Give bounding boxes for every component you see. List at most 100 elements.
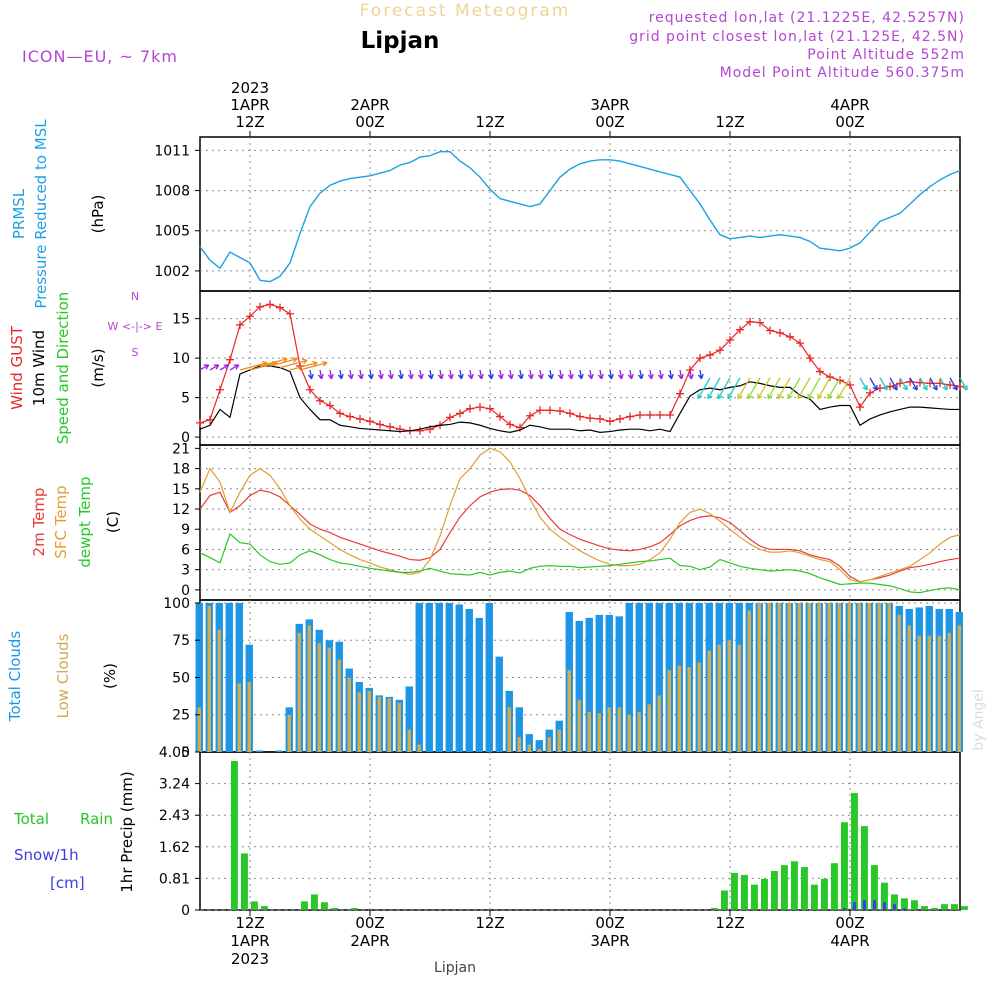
total-rain-label-1: Total (13, 810, 49, 828)
wind-arrow-head (233, 364, 240, 370)
low-cloud-bar (417, 744, 421, 752)
wind-arrow (429, 369, 433, 379)
wind-arrow-head (377, 373, 384, 380)
rain-bar (251, 901, 258, 910)
low-cloud-bar (347, 677, 351, 752)
wind-arrow (199, 364, 209, 371)
gust-marker (786, 332, 794, 341)
wind-arrow-head (437, 373, 444, 380)
rain-bar (951, 904, 958, 910)
gust-marker (256, 302, 264, 311)
wind-arrow-head (777, 393, 783, 400)
wind-arrow-head (707, 393, 713, 400)
wind-arrow (279, 359, 308, 369)
location-title: Lipjan (361, 28, 440, 54)
gust-marker (356, 414, 364, 423)
top-time-label: 2APR (350, 96, 389, 114)
total-cloud-bar (275, 750, 283, 752)
pressure-unit: (hPa) (89, 195, 107, 234)
low-cloud-bar (647, 704, 651, 752)
wind-arrow-head (952, 384, 958, 391)
rain-bar (231, 760, 238, 910)
low-cloud-bar (197, 707, 201, 752)
rain-bar (901, 898, 908, 910)
gust-marker (626, 412, 634, 421)
total-cloud-bar (255, 750, 263, 752)
low-cloud-bar (217, 629, 221, 752)
gust-marker (946, 380, 954, 389)
gust-marker (676, 389, 684, 398)
gust-marker (666, 410, 674, 419)
rain-bar (881, 882, 888, 910)
low-cloud-bar (307, 625, 311, 752)
wind-arrow (339, 369, 343, 379)
total-cloud-bar (515, 707, 523, 752)
wind-arrow-head (627, 373, 634, 380)
wind-arrow (399, 369, 403, 379)
total-cloud-bar (635, 602, 643, 752)
wind-arrow (519, 369, 523, 379)
wind-arrow (707, 377, 721, 399)
wind-arrow (259, 358, 288, 367)
gust-marker (556, 407, 564, 416)
wind-arrow (807, 377, 821, 399)
wind-arrow-head (203, 364, 210, 370)
gust-marker (276, 303, 284, 312)
bottom-time-label: 1APR (230, 932, 269, 950)
y-tick-label: 18 (172, 462, 190, 478)
wind-arrow (549, 369, 553, 379)
wind-arrow-head (547, 373, 554, 380)
wind-arrow (817, 377, 831, 399)
y-tick-label: 0 (181, 583, 190, 599)
rain-bar (931, 908, 938, 910)
wind-arrow-head (787, 393, 793, 400)
wind10m-title: 10m Wind (30, 330, 48, 406)
point-altitude: Point Altitude 552m (807, 47, 965, 63)
low-cloud-bar (517, 737, 521, 752)
wind-arrow (319, 369, 323, 379)
snow-bar (862, 900, 866, 910)
y-tick-label: 0.81 (159, 871, 190, 887)
wind-arrow-head (367, 373, 374, 380)
gust-marker (726, 335, 734, 344)
low-cloud-bar (287, 714, 291, 752)
y-tick-label: 15 (172, 312, 190, 328)
wind-arrow-head (862, 384, 868, 391)
top-time-label: 4APR (830, 96, 869, 114)
t2m-line (199, 488, 961, 583)
wind-arrow-head (882, 384, 888, 391)
low-cloud-bar (207, 605, 211, 752)
wind-arrow (589, 369, 593, 379)
low-cloud-bar (717, 644, 721, 752)
gust-marker (646, 410, 654, 419)
total-cloud-bar (225, 602, 233, 752)
wind-arrow (777, 377, 791, 399)
gust-marker (856, 403, 864, 412)
top-time-label: 2023 (231, 79, 269, 97)
low-cloud-bar (667, 670, 671, 752)
low-cloud-bar (637, 711, 641, 752)
top-time-label: 12Z (715, 113, 744, 131)
y-tick-label: 3 (181, 563, 190, 579)
wind-arrow-head (567, 373, 574, 380)
rain-bar (761, 878, 768, 910)
y-tick-label: 0 (181, 745, 190, 761)
wind-arrow (629, 369, 633, 379)
rain-bar (741, 874, 748, 910)
total-cloud-bar (525, 734, 533, 752)
wind-arrow-head (767, 393, 773, 400)
total-cloud-bar (535, 740, 543, 752)
rain-bar (831, 863, 838, 910)
gust-marker (766, 326, 774, 335)
wind-arrow-head (213, 364, 220, 370)
wind-arrow-head (747, 393, 753, 400)
gust-marker (846, 380, 854, 389)
gust-marker (266, 300, 274, 309)
low-cloud-bar (807, 602, 811, 752)
gust-marker (836, 376, 844, 385)
rain-bar (871, 865, 878, 910)
bottom-time-label: 00Z (355, 914, 384, 932)
gust-marker (416, 426, 424, 435)
low-cloud-bar (357, 692, 361, 752)
wind-arrow-head (292, 356, 298, 363)
